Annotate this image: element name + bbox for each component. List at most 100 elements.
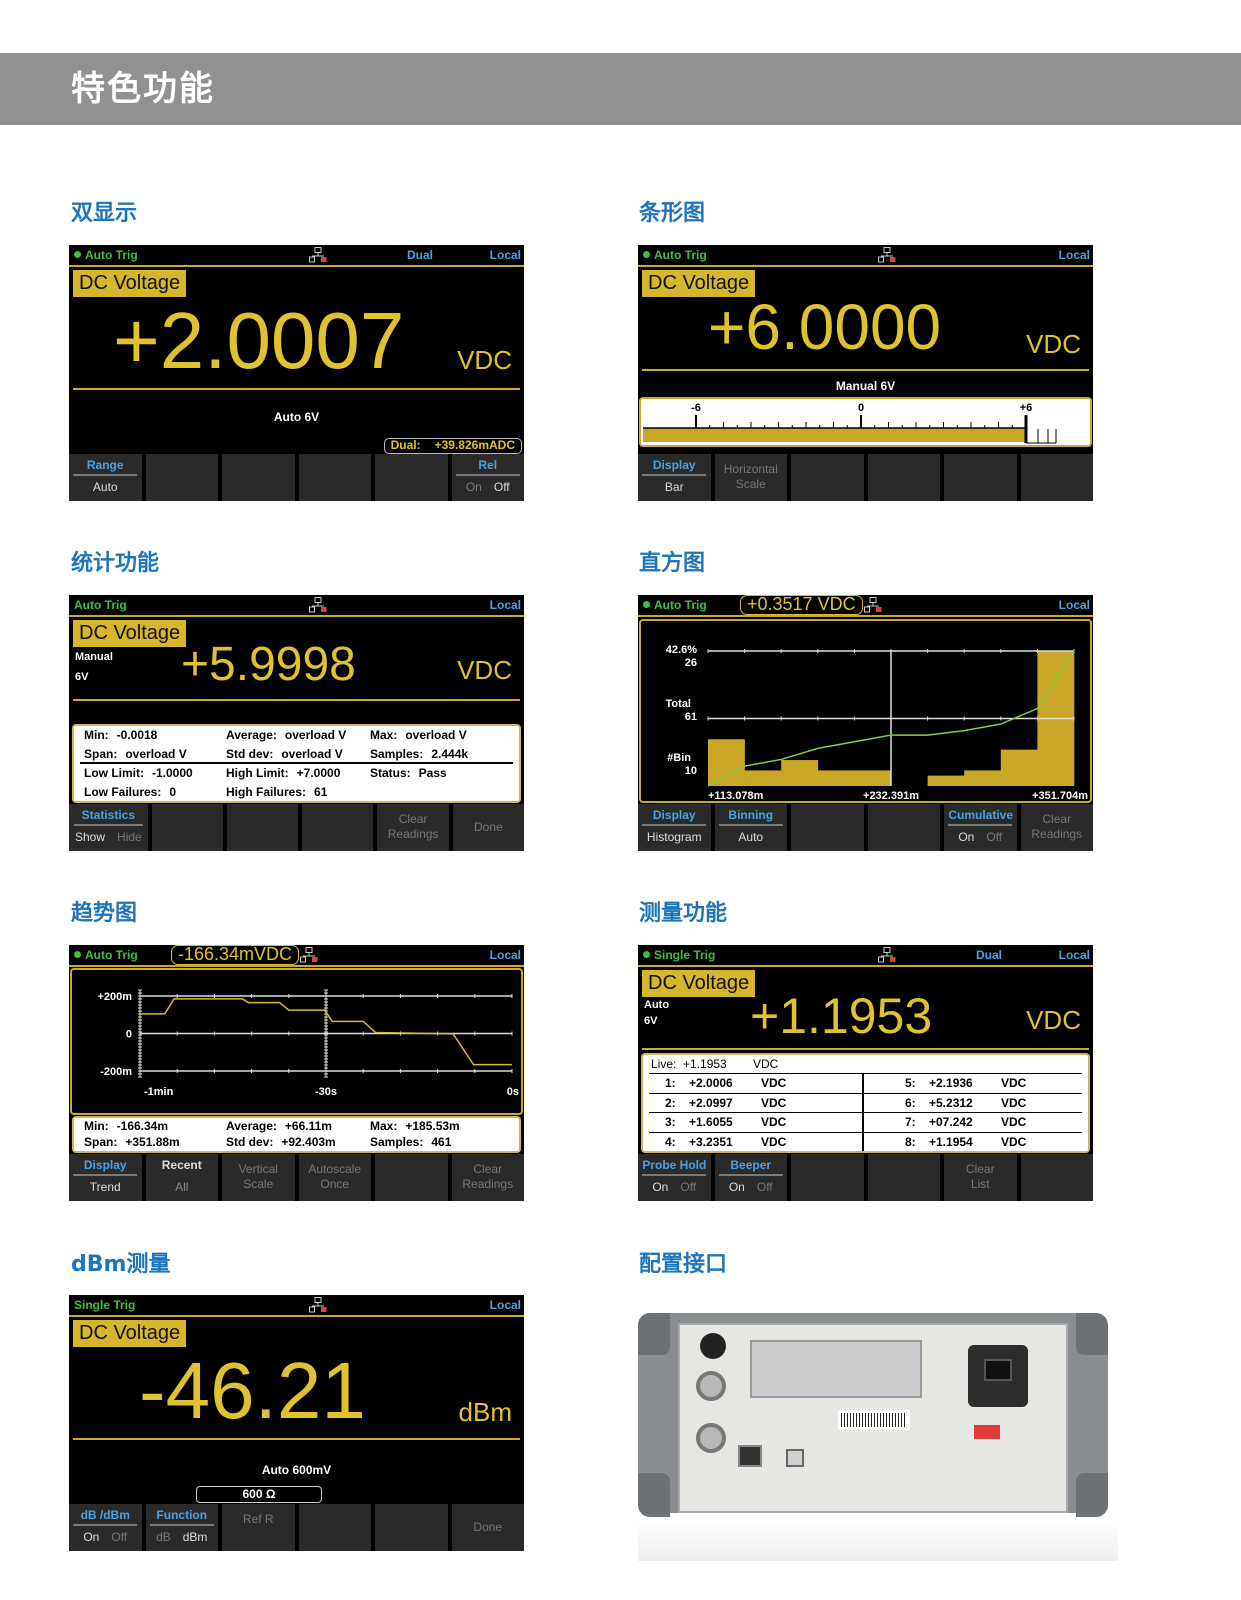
softkey-empty[interactable] (226, 804, 299, 851)
softkey-line: Readings (387, 827, 439, 841)
softkey-db-dbm[interactable]: dB /dBm On Off (69, 1504, 142, 1551)
secondary-readout: +0.3517 VDC (740, 595, 863, 615)
stat-value: overload V (125, 747, 187, 761)
stat-label: Status: (370, 766, 411, 780)
stat-label: High Limit: (226, 766, 289, 780)
header-band: 特色功能 (0, 53, 1241, 125)
softkey-display[interactable]: Display Trend (69, 1154, 142, 1201)
usb-port (786, 1449, 804, 1467)
trigger-status: Auto Trig (74, 598, 127, 612)
screen-bar-graph: Auto Trig Local DC Voltage +6.0000 VDC Ma… (638, 245, 1093, 501)
softkey-bar: Range Auto Rel On Off (69, 454, 524, 501)
softkey-label: Clear Readings (1031, 804, 1082, 842)
trigger-status: Single Trig (643, 948, 715, 962)
softkey-empty[interactable] (375, 1504, 448, 1551)
corner-bumper (638, 1313, 670, 1355)
stat-cell: High Limit: +7.0000 (226, 764, 340, 783)
softkey-empty[interactable] (1020, 454, 1093, 501)
softkey-empty[interactable] (791, 804, 864, 851)
softkey-vertical[interactable]: Vertical Scale (222, 1154, 295, 1201)
softkey-clear[interactable]: Clear Readings (377, 804, 449, 851)
softkey-value: Show Hide (69, 826, 148, 848)
main-reading: +6.0000 (708, 291, 942, 363)
x-label: -30s (315, 1086, 337, 1098)
softkey-line: Once (320, 1177, 350, 1191)
trend-chart: +200m 0 -200m -1min -30s 0s (70, 968, 523, 1115)
local-indicator: Local (489, 1298, 521, 1312)
entry-unit: VDC (1001, 1076, 1027, 1090)
softkey-empty[interactable] (298, 1504, 371, 1551)
softkey-empty[interactable] (791, 454, 864, 501)
softkey-rel[interactable]: Rel On Off (451, 454, 524, 501)
softkey-done[interactable]: Done (451, 1504, 524, 1551)
main-reading: +5.9998 (181, 638, 356, 691)
softkey-empty[interactable] (867, 454, 940, 501)
main-reading: +2.0007 (113, 296, 405, 385)
softkey-empty[interactable] (944, 454, 1017, 501)
softkey-empty[interactable] (151, 804, 223, 851)
softkey-empty[interactable] (145, 454, 218, 501)
softkey-empty[interactable] (375, 1154, 448, 1201)
stat-value: 0 (169, 785, 177, 799)
stat-label: Low Limit: (84, 766, 144, 780)
trigger-status: Single Trig (74, 1298, 135, 1312)
softkey-empty[interactable] (867, 1154, 940, 1201)
stat-label: Min: (84, 1119, 109, 1133)
softkey-display[interactable]: Display Bar (638, 454, 711, 501)
softkey-option: Hide (117, 830, 142, 844)
softkey-label: Autoscale Once (308, 1154, 361, 1192)
y-label-count: 26 (685, 657, 697, 669)
softkey-range[interactable]: Range Auto (69, 454, 142, 501)
power-socket-pins (984, 1359, 1012, 1381)
softkey-line: Clear (398, 812, 428, 826)
softkey-done[interactable]: Done (452, 804, 524, 851)
status-bar: Auto Trig Local (638, 245, 1093, 267)
stat-value: 461 (431, 1135, 452, 1149)
stat-cell: Samples: 2.444k (370, 745, 468, 764)
entry-index: 7: (905, 1115, 916, 1129)
voltage-selector (974, 1425, 1000, 1439)
ref-value: 600 (242, 1487, 263, 1501)
softkey-clear[interactable]: Clear Readings (451, 1154, 524, 1201)
softkey-empty[interactable] (791, 1154, 864, 1201)
softkey-function[interactable]: Function dB dBm (145, 1504, 218, 1551)
softkey-probe-hold[interactable]: Probe Hold On Off (638, 1154, 711, 1201)
softkey-ref-r[interactable]: Ref R (222, 1504, 295, 1551)
bar-graph: -6 0 +6 (639, 397, 1092, 447)
entry-unit: VDC (1001, 1134, 1027, 1149)
softkey-empty[interactable] (222, 454, 295, 501)
reference-resistance-input[interactable]: 600 Ω (196, 1486, 322, 1503)
softkey-option: On (728, 1180, 745, 1194)
histogram-bar (708, 739, 745, 786)
softkey-cumulative[interactable]: Cumulative On Off (944, 804, 1017, 851)
softkey-line: Clear (473, 1162, 503, 1176)
softkey-autoscale[interactable]: Autoscale Once (298, 1154, 371, 1201)
function-label: DC Voltage (642, 970, 756, 997)
softkey-clear[interactable]: Clear List (944, 1154, 1017, 1201)
entry-unit: VDC (1001, 1095, 1027, 1110)
bnc-connector (696, 1423, 726, 1453)
entry-value: +1.6055 (689, 1115, 733, 1129)
expansion-slot-cover (750, 1340, 922, 1398)
list-divider (862, 1132, 864, 1151)
softkey-display[interactable]: Display Histogram (638, 804, 711, 851)
softkey-horizontal[interactable]: Horizontal Scale (714, 454, 787, 501)
softkey-statistics[interactable]: Statistics Show Hide (69, 804, 148, 851)
softkey-empty[interactable] (1020, 1154, 1093, 1201)
softkey-empty[interactable] (298, 454, 371, 501)
stat-label: High Failures: (226, 785, 307, 799)
y-label: 0 (126, 1029, 132, 1041)
stat-label: Std dev: (226, 1135, 274, 1149)
function-label: DC Voltage (642, 270, 756, 297)
softkey-empty[interactable] (867, 804, 940, 851)
stat-row: Span: overload V Std dev: overload V Samples… (80, 745, 513, 764)
softkey-empty[interactable] (302, 804, 374, 851)
softkey-binning[interactable]: Binning Auto (714, 804, 787, 851)
softkey-value: On Off (952, 826, 1008, 848)
softkey-recent[interactable]: Recent All (145, 1154, 218, 1201)
softkey-beeper[interactable]: Beeper On Off (714, 1154, 787, 1201)
softkey-clear[interactable]: Clear Readings (1020, 804, 1093, 851)
histogram-bar (854, 770, 892, 786)
softkey-line: Clear (1042, 812, 1072, 826)
softkey-empty[interactable] (375, 454, 448, 501)
